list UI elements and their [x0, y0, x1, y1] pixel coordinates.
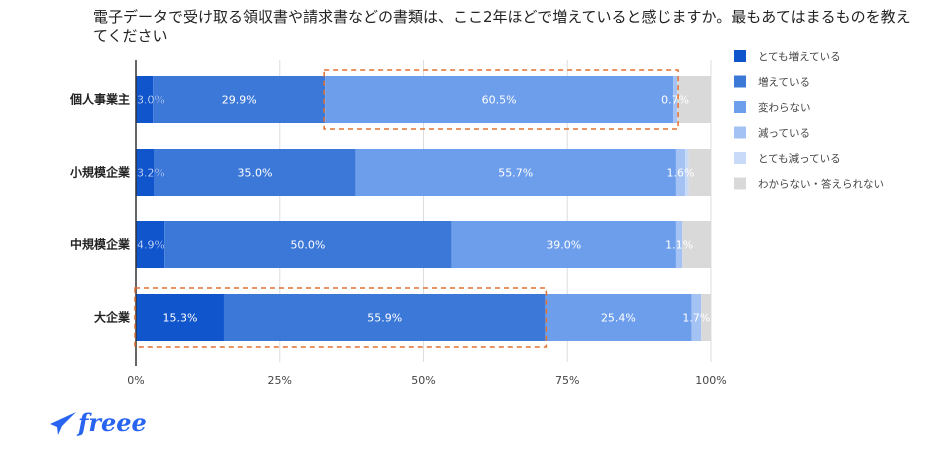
legend-swatch [734, 50, 746, 62]
category-label: 個人事業主 [69, 92, 130, 107]
data-label: 35.0% [238, 167, 273, 180]
legend-label: とても減っている [758, 152, 841, 165]
bar-segment [688, 149, 711, 196]
highlight-box [323, 69, 679, 130]
data-label: 39.0% [546, 239, 581, 252]
data-label: 1.7% [682, 312, 710, 325]
bar-segment [325, 76, 674, 123]
freee-logo: freee [48, 408, 147, 437]
category-label: 大企業 [94, 310, 131, 325]
data-label: 1.1% [665, 239, 693, 252]
bird-icon [50, 411, 76, 435]
bar-segment [153, 76, 326, 123]
bar-segment [675, 149, 686, 196]
highlight-box [134, 287, 548, 348]
bar-segment [223, 294, 546, 341]
legend-label: わからない・答えられない [758, 178, 884, 191]
bar-segment [136, 76, 154, 123]
bar-segment [701, 294, 711, 341]
bar-segment [691, 294, 702, 341]
bar-segment [164, 221, 452, 268]
category-label: 中規模企業 [70, 237, 131, 252]
bar-segment [685, 149, 689, 196]
data-label: 55.7% [498, 167, 533, 180]
data-label: 50.0% [290, 239, 325, 252]
bar-segment [545, 294, 692, 341]
data-label: 15.3% [163, 312, 198, 325]
data-label: 0.7% [661, 94, 689, 107]
data-label: 29.9% [222, 94, 257, 107]
logo-text: freee [78, 408, 147, 437]
bar-segment [136, 221, 165, 268]
x-tick-label: 50% [411, 374, 435, 387]
data-label: 4.9% [137, 239, 165, 252]
x-tick-label: 0% [127, 374, 144, 387]
x-tick-label: 75% [555, 374, 579, 387]
bar-segment [355, 149, 676, 196]
x-tick-label: 100% [695, 374, 726, 387]
chart-title: 電子データで受け取る領収書や請求書などの書類は、ここ2年ほどで増えていると感じま… [93, 8, 911, 45]
legend-swatch [734, 101, 746, 113]
legend-label: 減っている [758, 127, 810, 140]
legend-swatch [734, 177, 746, 190]
bar-segment [451, 221, 676, 268]
bar-segment [675, 221, 683, 268]
data-label: 55.9% [367, 312, 402, 325]
bar-segment [682, 221, 711, 268]
legend-label: とても増えている [758, 50, 841, 63]
data-label: 60.5% [482, 94, 517, 107]
category-label: 小規模企業 [70, 165, 131, 180]
data-label: 3.0% [137, 94, 165, 107]
bar-segment [136, 294, 224, 341]
bar-segment [677, 76, 711, 123]
data-label: 3.2% [137, 167, 165, 180]
legend-label: 増えている [758, 76, 810, 89]
bar-segment [673, 76, 678, 123]
legend-label: 変わらない [758, 101, 811, 114]
legend-swatch [734, 152, 746, 164]
legend-swatch [734, 75, 746, 88]
legend-swatch [734, 126, 746, 139]
bar-segment [136, 149, 155, 196]
data-label: 1.6% [667, 167, 695, 180]
bar-segment [154, 149, 356, 196]
x-tick-label: 25% [268, 374, 292, 387]
data-label: 25.4% [601, 312, 636, 325]
